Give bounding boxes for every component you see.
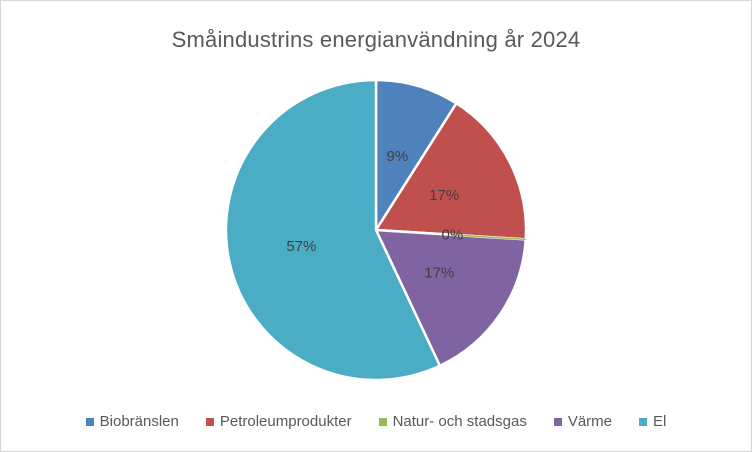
legend-label: El — [653, 413, 667, 430]
slice-data-label: 17% — [429, 187, 459, 204]
slice-data-label: 0% — [442, 226, 464, 243]
legend-item-natur-och-stadsgas: Natur- och stadsgas — [378, 413, 527, 430]
legend-label: Värme — [567, 413, 613, 430]
pie-slice-el — [224, 78, 442, 382]
chart-legend: Biobränslen Petroleumprodukter Natur- och … — [1, 413, 751, 430]
slice-data-label: 57% — [286, 238, 316, 255]
legend-item-el: El — [639, 413, 666, 430]
legend-swatch-icon — [85, 417, 94, 426]
legend-item-värme: Värme — [553, 413, 613, 430]
pie-slice-biobränslen — [374, 78, 458, 232]
legend-swatch-icon — [205, 417, 214, 426]
pie-slice-värme — [374, 228, 527, 367]
legend-swatch-icon — [639, 417, 648, 426]
legend-swatch-icon — [553, 417, 562, 426]
legend-label: Biobränslen — [99, 413, 179, 430]
legend-swatch-icon — [378, 417, 387, 426]
legend-item-biobränslen: Biobränslen — [85, 413, 179, 430]
slice-data-label: 9% — [386, 148, 408, 165]
legend-label: Natur- och stadsgas — [392, 413, 527, 430]
chart-title: Småindustrins energianvändning år 2024 — [171, 27, 581, 52]
slice-data-label: 17% — [424, 264, 454, 281]
pie-slice-natur-och-stadsgas — [450, 233, 526, 241]
legend-label: Petroleumprodukter — [219, 413, 352, 430]
legend-item-petroleumprodukter: Petroleumprodukter — [205, 413, 352, 430]
pie-slice-petroleumprodukter — [374, 102, 528, 241]
